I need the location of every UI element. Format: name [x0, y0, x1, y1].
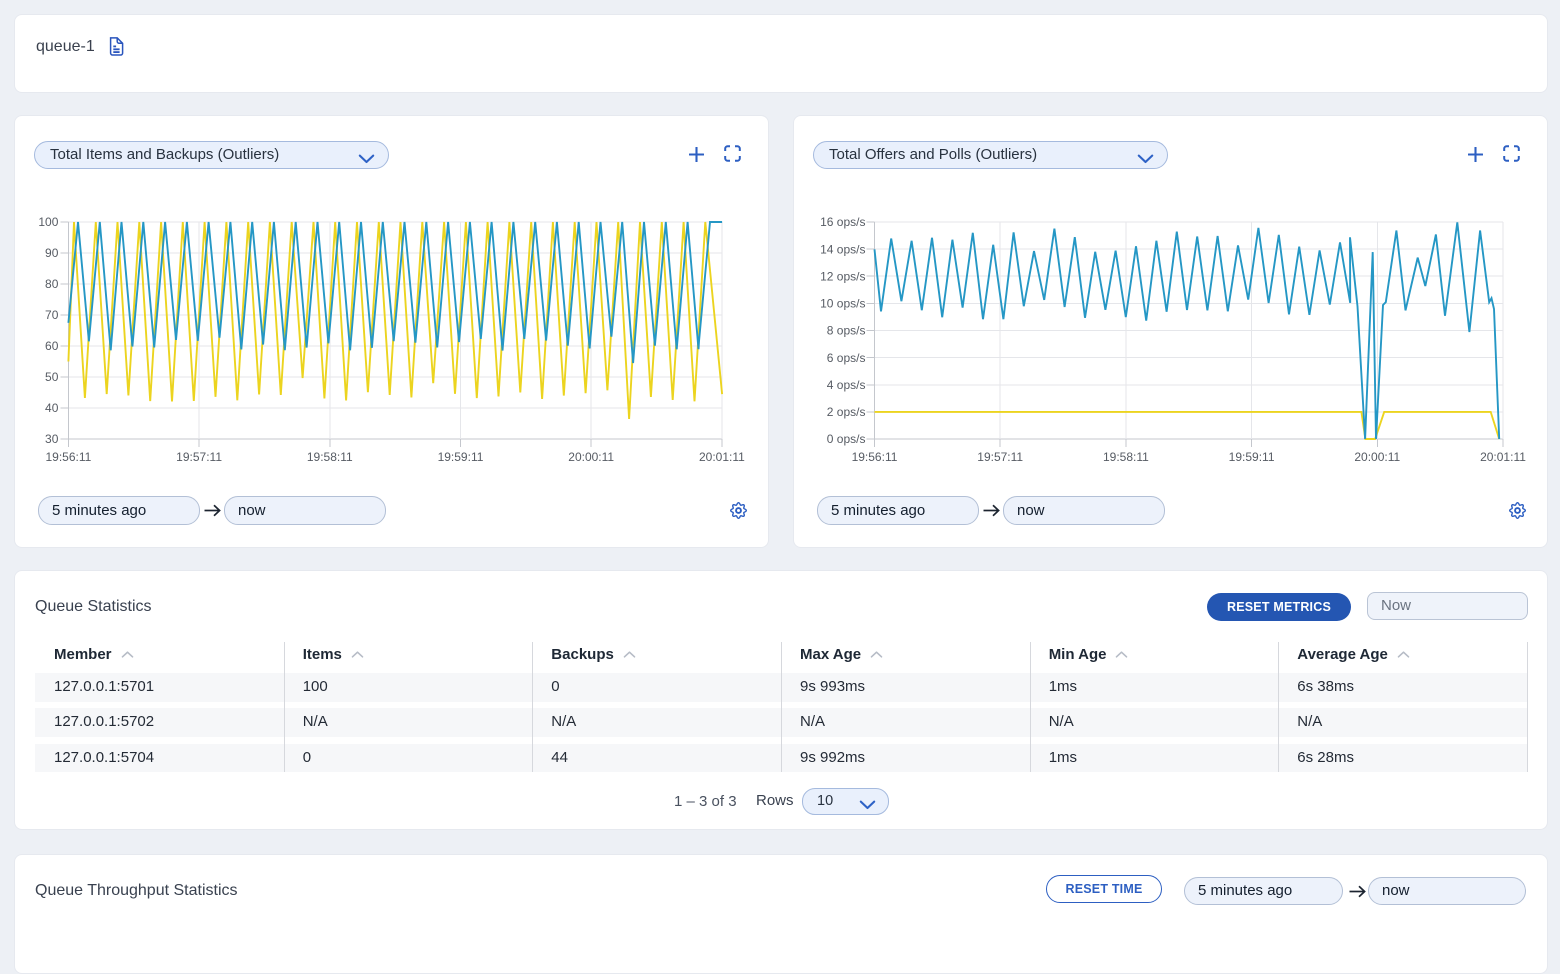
svg-text:20:00:11: 20:00:11 — [568, 450, 614, 464]
svg-text:20:01:11: 20:01:11 — [1480, 450, 1526, 464]
svg-text:19:57:11: 19:57:11 — [176, 450, 222, 464]
svg-text:90: 90 — [45, 246, 59, 260]
svg-text:70: 70 — [45, 308, 59, 322]
svg-text:20:01:11: 20:01:11 — [699, 450, 745, 464]
svg-text:0 ops/s: 0 ops/s — [827, 432, 866, 446]
svg-text:16 ops/s: 16 ops/s — [820, 215, 865, 229]
svg-text:19:59:11: 19:59:11 — [438, 450, 484, 464]
svg-text:10 ops/s: 10 ops/s — [820, 297, 865, 311]
svg-text:40: 40 — [45, 401, 59, 415]
svg-text:19:58:11: 19:58:11 — [1103, 450, 1149, 464]
svg-text:20:00:11: 20:00:11 — [1354, 450, 1400, 464]
svg-text:4 ops/s: 4 ops/s — [827, 378, 866, 392]
svg-text:6 ops/s: 6 ops/s — [827, 351, 866, 365]
svg-text:100: 100 — [38, 215, 58, 229]
svg-text:19:59:11: 19:59:11 — [1229, 450, 1275, 464]
svg-text:19:56:11: 19:56:11 — [852, 450, 898, 464]
svg-text:2 ops/s: 2 ops/s — [827, 405, 866, 419]
svg-text:19:57:11: 19:57:11 — [977, 450, 1023, 464]
svg-text:14 ops/s: 14 ops/s — [820, 242, 865, 256]
svg-text:19:58:11: 19:58:11 — [307, 450, 353, 464]
svg-text:80: 80 — [45, 277, 59, 291]
svg-text:50: 50 — [45, 370, 59, 384]
svg-text:30: 30 — [45, 432, 59, 446]
svg-text:12 ops/s: 12 ops/s — [820, 269, 865, 283]
svg-text:8 ops/s: 8 ops/s — [827, 324, 866, 338]
svg-text:60: 60 — [45, 339, 59, 353]
svg-text:19:56:11: 19:56:11 — [45, 450, 91, 464]
